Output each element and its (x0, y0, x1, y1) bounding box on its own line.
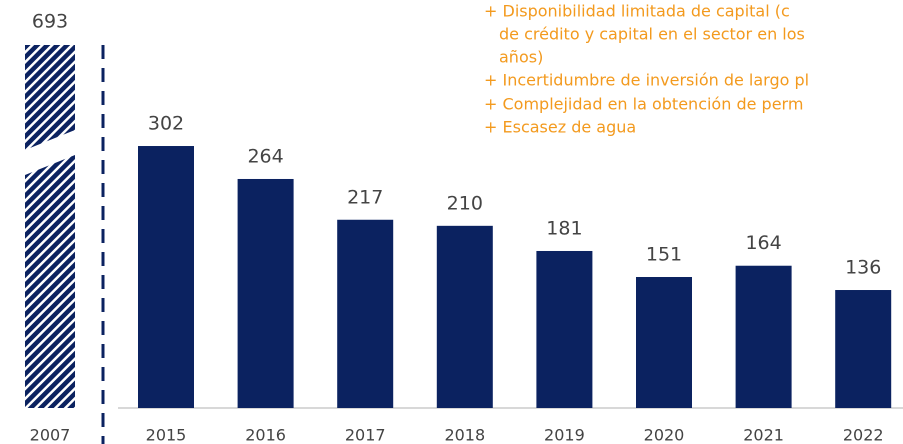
annotation: + Disponibilidad limitada de capital (c (484, 2, 790, 21)
x-tick-label: 2019 (544, 426, 585, 444)
bar (138, 146, 194, 408)
annotation: + Incertidumbre de inversión de largo pl (484, 71, 809, 90)
x-tick-label: 2021 (743, 426, 784, 444)
x-tick-label: 2016 (245, 426, 286, 444)
annotation: de crédito y capital en el sector en los (499, 25, 805, 44)
bar (536, 250, 593, 408)
annotation: + Escasez de agua (484, 118, 636, 137)
bar (337, 219, 394, 408)
x-tick-label: 2018 (444, 426, 485, 444)
x-tick-label: 2022 (843, 426, 884, 444)
value-label: 164 (745, 232, 781, 254)
bar (835, 290, 892, 408)
value-label: 217 (347, 186, 383, 208)
x-tick-label: 2020 (644, 426, 685, 444)
value-label: 302 (148, 113, 184, 135)
x-tick-label: 2007 (30, 426, 71, 444)
bar (735, 265, 792, 408)
value-label: 264 (247, 145, 283, 167)
value-label: 181 (546, 217, 582, 239)
x-tick-label: 2015 (146, 426, 187, 444)
value-label: 693 (32, 11, 68, 33)
value-label: 210 (447, 192, 483, 214)
bar (237, 178, 294, 408)
x-tick-label: 2017 (345, 426, 386, 444)
annotation: + Complejidad en la obtención de perm (484, 95, 803, 114)
value-label: 151 (646, 244, 682, 266)
bar (436, 225, 493, 408)
bar (636, 277, 692, 408)
broken-bar (25, 45, 75, 408)
value-label: 136 (845, 257, 881, 279)
annotation: años) (499, 48, 543, 67)
